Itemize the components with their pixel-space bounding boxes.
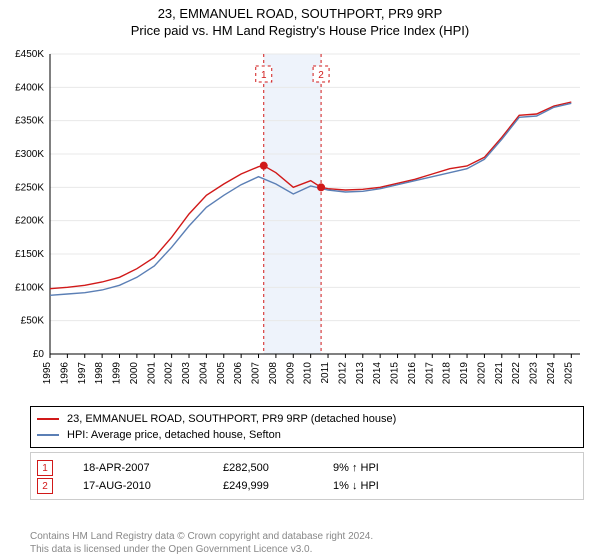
svg-text:2013: 2013 bbox=[355, 362, 366, 385]
footer-line-1: Contains HM Land Registry data © Crown c… bbox=[30, 530, 570, 543]
svg-text:2017: 2017 bbox=[424, 362, 435, 385]
svg-text:1998: 1998 bbox=[94, 362, 105, 385]
sale-marker-1: 2 bbox=[37, 478, 53, 494]
svg-text:2008: 2008 bbox=[268, 362, 279, 385]
root: 23, EMMANUEL ROAD, SOUTHPORT, PR9 9RP Pr… bbox=[0, 0, 600, 560]
svg-text:£50K: £50K bbox=[21, 316, 45, 327]
svg-text:2006: 2006 bbox=[233, 362, 244, 385]
sale-hpi-0: 9% ↑ HPI bbox=[333, 462, 379, 474]
legend-row-1: HPI: Average price, detached house, Seft… bbox=[37, 427, 577, 443]
svg-text:2005: 2005 bbox=[216, 362, 227, 385]
svg-text:2010: 2010 bbox=[303, 362, 314, 385]
svg-text:2019: 2019 bbox=[459, 362, 470, 385]
svg-text:2020: 2020 bbox=[476, 362, 487, 385]
svg-text:2007: 2007 bbox=[251, 362, 262, 385]
svg-text:2001: 2001 bbox=[146, 362, 157, 385]
svg-text:2018: 2018 bbox=[442, 362, 453, 385]
svg-text:2024: 2024 bbox=[546, 362, 557, 385]
svg-text:1996: 1996 bbox=[59, 362, 70, 385]
svg-text:£250K: £250K bbox=[15, 182, 44, 193]
svg-text:2012: 2012 bbox=[337, 362, 348, 385]
svg-text:2002: 2002 bbox=[164, 362, 175, 385]
svg-text:2011: 2011 bbox=[320, 362, 331, 384]
sale-price-0: £282,500 bbox=[223, 462, 333, 474]
sale-row-1: 2 17-AUG-2010 £249,999 1% ↓ HPI bbox=[37, 477, 577, 495]
svg-text:£150K: £150K bbox=[15, 249, 44, 260]
svg-text:1997: 1997 bbox=[77, 362, 88, 385]
svg-text:£300K: £300K bbox=[15, 149, 44, 160]
svg-text:2025: 2025 bbox=[563, 362, 574, 385]
svg-text:2000: 2000 bbox=[129, 362, 140, 385]
title-sub: Price paid vs. HM Land Registry's House … bbox=[0, 23, 600, 38]
sale-date-1: 17-AUG-2010 bbox=[83, 480, 223, 492]
legend: 23, EMMANUEL ROAD, SOUTHPORT, PR9 9RP (d… bbox=[30, 406, 584, 448]
sale-hpi-1: 1% ↓ HPI bbox=[333, 480, 379, 492]
legend-label-0: 23, EMMANUEL ROAD, SOUTHPORT, PR9 9RP (d… bbox=[67, 411, 396, 427]
legend-label-1: HPI: Average price, detached house, Seft… bbox=[67, 427, 281, 443]
sale-marker-0: 1 bbox=[37, 460, 53, 476]
legend-row-0: 23, EMMANUEL ROAD, SOUTHPORT, PR9 9RP (d… bbox=[37, 411, 577, 427]
sale-price-1: £249,999 bbox=[223, 480, 333, 492]
svg-text:2022: 2022 bbox=[511, 362, 522, 385]
svg-text:2: 2 bbox=[318, 70, 324, 81]
title-main: 23, EMMANUEL ROAD, SOUTHPORT, PR9 9RP bbox=[0, 6, 600, 21]
svg-text:1995: 1995 bbox=[42, 362, 53, 385]
svg-text:£350K: £350K bbox=[15, 116, 44, 127]
svg-text:2016: 2016 bbox=[407, 362, 418, 385]
svg-text:£400K: £400K bbox=[15, 82, 44, 93]
svg-text:2014: 2014 bbox=[372, 362, 383, 385]
sale-row-0: 1 18-APR-2007 £282,500 9% ↑ HPI bbox=[37, 459, 577, 477]
svg-text:1999: 1999 bbox=[112, 362, 123, 385]
footer-line-2: This data is licensed under the Open Gov… bbox=[30, 543, 570, 556]
svg-text:£200K: £200K bbox=[15, 216, 44, 227]
svg-text:2004: 2004 bbox=[198, 362, 209, 385]
svg-text:£100K: £100K bbox=[15, 282, 44, 293]
legend-swatch-0 bbox=[37, 418, 59, 420]
chart-area: £0 £50K £100K £150K £200K £250K £300K £350K £400… bbox=[0, 48, 600, 396]
legend-swatch-1 bbox=[37, 434, 59, 436]
svg-text:2023: 2023 bbox=[529, 362, 540, 385]
sale-date-0: 18-APR-2007 bbox=[83, 462, 223, 474]
svg-text:2021: 2021 bbox=[494, 362, 505, 385]
svg-text:£0: £0 bbox=[33, 349, 45, 360]
svg-text:£450K: £450K bbox=[15, 49, 44, 60]
chart-svg: £0 £50K £100K £150K £200K £250K £300K £350K £400… bbox=[0, 48, 600, 396]
svg-text:2015: 2015 bbox=[390, 362, 401, 385]
title-block: 23, EMMANUEL ROAD, SOUTHPORT, PR9 9RP Pr… bbox=[0, 0, 600, 38]
sales-box: 1 18-APR-2007 £282,500 9% ↑ HPI 2 17-AUG… bbox=[30, 452, 584, 500]
footer: Contains HM Land Registry data © Crown c… bbox=[30, 530, 570, 556]
svg-text:1: 1 bbox=[261, 70, 267, 81]
svg-text:2009: 2009 bbox=[285, 362, 296, 385]
svg-text:2003: 2003 bbox=[181, 362, 192, 385]
